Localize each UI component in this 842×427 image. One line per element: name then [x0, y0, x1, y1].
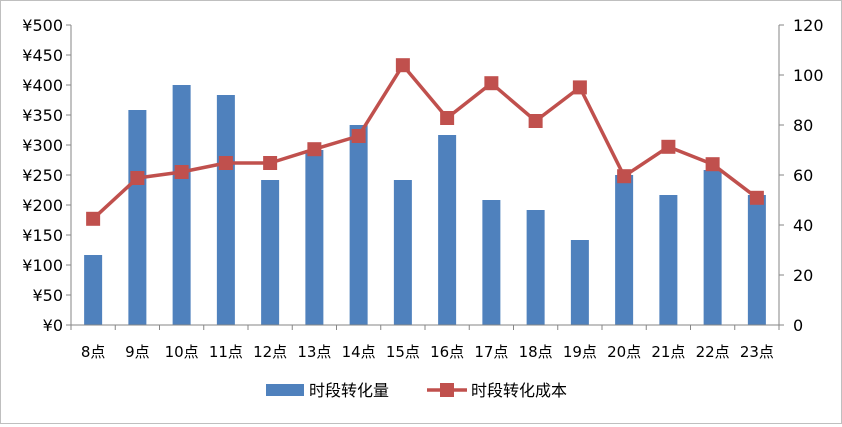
y-right-tick-label-3: 60	[793, 166, 813, 185]
legend: 时段转化量 时段转化成本	[266, 381, 567, 400]
cost-marker-2	[174, 165, 189, 179]
x-tick-label-9: 17点	[474, 343, 508, 361]
x-tick-label-13: 21点	[651, 343, 685, 361]
bar-series	[84, 85, 766, 325]
x-tick-label-8: 16点	[430, 343, 464, 361]
bar-7	[393, 180, 412, 325]
bar-5	[305, 150, 324, 325]
x-tick-label-7: 15点	[386, 343, 420, 361]
x-tick-label-10: 18点	[519, 343, 553, 361]
y-left-tick-label-6: ¥300	[22, 136, 63, 155]
legend-bar-swatch	[266, 384, 304, 396]
cost-marker-7	[395, 58, 410, 73]
y-right-tick-label-0: 0	[793, 316, 803, 335]
legend-bar-label: 时段转化量	[309, 381, 389, 400]
y-right-tick-label-4: 80	[793, 116, 813, 135]
y-right-tick-label-2: 40	[793, 216, 813, 235]
bar-1	[128, 110, 147, 325]
cost-marker-0	[86, 211, 101, 226]
bar-2	[172, 85, 191, 325]
cost-marker-10	[528, 114, 543, 128]
x-tick-label-11: 19点	[563, 343, 597, 361]
bar-12	[615, 175, 634, 325]
cost-marker-3	[218, 156, 233, 170]
x-tick-label-12: 20点	[607, 343, 641, 361]
cost-marker-9	[484, 76, 499, 91]
cost-marker-15	[749, 190, 764, 205]
bar-9	[482, 200, 501, 325]
line-series	[86, 58, 764, 226]
y-left-tick-label-0: ¥0	[43, 316, 63, 335]
cost-marker-4	[263, 156, 278, 170]
cost-marker-1	[130, 171, 145, 185]
bar-13	[659, 195, 678, 325]
cost-marker-11	[572, 80, 587, 95]
bar-3	[216, 95, 235, 325]
cost-marker-6	[351, 129, 366, 143]
bar-11	[570, 240, 589, 325]
x-tick-label-0: 8点	[81, 343, 106, 361]
x-tick-label-15: 23点	[740, 343, 774, 361]
y-left-tick-label-1: ¥50	[32, 286, 63, 305]
bar-8	[438, 135, 457, 325]
y-left-tick-label-5: ¥250	[22, 166, 63, 185]
bar-4	[261, 180, 280, 325]
bar-15	[747, 195, 766, 325]
cost-marker-14	[705, 157, 720, 172]
y-right-tick-label-1: 20	[793, 266, 813, 285]
bar-14	[703, 170, 722, 325]
y-right-tick-label-5: 100	[793, 66, 824, 85]
x-tick-label-6: 14点	[342, 343, 376, 361]
y-right-tick-label-6: 120	[793, 16, 824, 35]
cost-marker-12	[617, 169, 632, 184]
cost-marker-8	[440, 111, 455, 125]
cost-marker-13	[661, 139, 676, 154]
y-left-tick-label-2: ¥100	[22, 256, 63, 275]
y-left-tick-label-8: ¥400	[22, 76, 63, 95]
cost-marker-5	[307, 142, 322, 157]
legend-line-label: 时段转化成本	[471, 381, 567, 400]
cost-line	[91, 63, 758, 221]
y-left-tick-label-9: ¥450	[22, 46, 63, 65]
axes: ¥0 ¥50 ¥100 ¥150 ¥200 ¥250 ¥300 ¥350 ¥400 ¥450 ¥50…	[22, 16, 823, 361]
y-left-tick-label-10: ¥500	[22, 16, 63, 35]
bar-10	[526, 210, 545, 325]
x-tick-label-2: 10点	[165, 343, 199, 361]
x-tick-label-14: 22点	[696, 343, 730, 361]
legend-line-marker	[440, 383, 454, 397]
x-tick-label-5: 13点	[297, 343, 331, 361]
x-tick-label-1: 9点	[125, 343, 150, 361]
x-tick-label-4: 12点	[253, 343, 287, 361]
y-left-tick-label-3: ¥150	[22, 226, 63, 245]
bar-0	[84, 255, 103, 325]
y-left-tick-label-4: ¥200	[22, 196, 63, 215]
x-tick-label-3: 11点	[209, 343, 243, 361]
bar-6	[349, 125, 368, 325]
y-left-tick-label-7: ¥350	[22, 106, 63, 125]
